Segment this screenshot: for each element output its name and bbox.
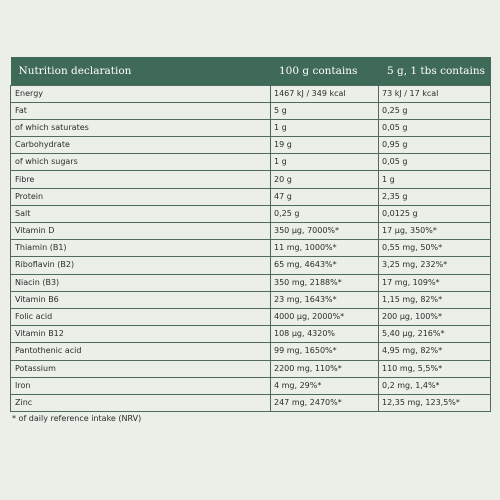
table-row: Vitamin D 350 μg, 7000%* 17 μg, 350%* xyxy=(10,221,491,241)
value-per-serving: 73 kJ / 17 kcal xyxy=(378,84,491,103)
value-per-100g: 99 mg, 1650%* xyxy=(270,342,379,361)
table-row: Protein 47 g 2,35 g xyxy=(10,187,491,206)
value-per-100g: 247 mg, 2470%* xyxy=(270,393,379,413)
nutrient-name: of which saturates xyxy=(10,118,271,138)
header-per-100g: 100 g contains xyxy=(270,57,379,85)
value-per-serving: 0,95 g xyxy=(378,136,491,155)
table-row: of which saturates 1 g 0,05 g xyxy=(10,118,491,138)
table-row: Riboflavin (B2) 65 mg, 4643%* 3,25 mg, 232… xyxy=(10,256,491,275)
nutrient-name: Energy xyxy=(10,84,271,103)
value-per-100g: 1 g xyxy=(270,118,379,138)
value-per-serving: 3,25 mg, 232%* xyxy=(378,256,491,275)
value-per-serving: 0,55 mg, 50%* xyxy=(378,239,491,258)
value-per-100g: 65 mg, 4643%* xyxy=(270,256,379,275)
value-per-100g: 1467 kJ / 349 kcal xyxy=(270,84,379,103)
table-row: Vitamin B12 108 μg, 4320% 5,40 μg, 216%* xyxy=(10,325,491,344)
value-per-100g: 47 g xyxy=(270,187,379,206)
nutrient-name: Niacin (B3) xyxy=(10,273,271,292)
value-per-serving: 4,95 mg, 82%* xyxy=(378,342,491,361)
header-row: Nutrition declaration 100 g contains 5 g… xyxy=(10,57,491,85)
value-per-100g: 1 g xyxy=(270,153,379,172)
nutrient-name: Fat xyxy=(10,101,271,120)
nutrition-table-container: Nutrition declaration 100 g contains 5 g… xyxy=(10,57,491,413)
nutrient-name: Thiamin (B1) xyxy=(10,239,271,258)
table-header: Nutrition declaration 100 g contains 5 g… xyxy=(10,57,491,85)
table-row: Folic acid 4000 μg, 2000%* 200 μg, 100%* xyxy=(10,307,491,327)
nutrient-name: Vitamin B6 xyxy=(10,290,271,309)
table-row: Zinc 247 mg, 2470%* 12,35 mg, 123,5%* xyxy=(10,393,491,413)
value-per-100g: 4 mg, 29%* xyxy=(270,376,379,395)
table-row: Potassium 2200 mg, 110%* 110 mg, 5,5%* xyxy=(10,359,491,378)
nutrient-name: Carbohydrate xyxy=(10,136,271,155)
value-per-serving: 0,05 g xyxy=(378,118,491,138)
value-per-100g: 11 mg, 1000%* xyxy=(270,239,379,258)
header-nutrition-declaration: Nutrition declaration xyxy=(10,57,271,85)
value-per-serving: 0,05 g xyxy=(378,153,491,172)
value-per-100g: 108 μg, 4320% xyxy=(270,325,379,344)
value-per-serving: 110 mg, 5,5%* xyxy=(378,359,491,378)
nutrient-name: Protein xyxy=(10,187,271,206)
nutrient-name: Zinc xyxy=(10,393,271,413)
table-row: Fat 5 g 0,25 g xyxy=(10,101,491,120)
value-per-100g: 4000 μg, 2000%* xyxy=(270,307,379,327)
nutrient-name: Pantothenic acid xyxy=(10,342,271,361)
value-per-100g: 23 mg, 1643%* xyxy=(270,290,379,309)
value-per-serving: 0,2 mg, 1,4%* xyxy=(378,376,491,395)
value-per-serving: 200 μg, 100%* xyxy=(378,307,491,327)
table-row: Vitamin B6 23 mg, 1643%* 1,15 mg, 82%* xyxy=(10,290,491,309)
nutrient-name: Folic acid xyxy=(10,307,271,327)
nutrient-name: Fibre xyxy=(10,170,271,189)
value-per-serving: 1,15 mg, 82%* xyxy=(378,290,491,309)
table-row: Salt 0,25 g 0,0125 g xyxy=(10,204,491,224)
value-per-100g: 350 mg, 2188%* xyxy=(270,273,379,292)
header-per-5g: 5 g, 1 tbs contains xyxy=(378,57,491,85)
nutrient-name: Potassium xyxy=(10,359,271,378)
table-row: Niacin (B3) 350 mg, 2188%* 17 mg, 109%* xyxy=(10,273,491,292)
nutrient-name: Vitamin B12 xyxy=(10,325,271,344)
table-row: Pantothenic acid 99 mg, 1650%* 4,95 mg, 82… xyxy=(10,342,491,361)
value-per-100g: 19 g xyxy=(270,136,379,155)
value-per-serving: 0,25 g xyxy=(378,101,491,120)
value-per-100g: 350 μg, 7000%* xyxy=(270,221,379,241)
value-per-100g: 0,25 g xyxy=(270,204,379,224)
nutrient-name: Riboflavin (B2) xyxy=(10,256,271,275)
value-per-serving: 2,35 g xyxy=(378,187,491,206)
nutrition-table: Nutrition declaration 100 g contains 5 g… xyxy=(10,57,491,413)
value-per-serving: 5,40 μg, 216%* xyxy=(378,325,491,344)
table-row: Energy 1467 kJ / 349 kcal 73 kJ / 17 kcal xyxy=(10,84,491,103)
value-per-serving: 17 μg, 350%* xyxy=(378,221,491,241)
value-per-100g: 2200 mg, 110%* xyxy=(270,359,379,378)
table-row: Iron 4 mg, 29%* 0,2 mg, 1,4%* xyxy=(10,376,491,395)
table-body: Energy 1467 kJ / 349 kcal 73 kJ / 17 kcal F… xyxy=(10,84,491,413)
value-per-100g: 20 g xyxy=(270,170,379,189)
table-row: Thiamin (B1) 11 mg, 1000%* 0,55 mg, 50%* xyxy=(10,239,491,258)
value-per-100g: 5 g xyxy=(270,101,379,120)
table-row: Carbohydrate 19 g 0,95 g xyxy=(10,136,491,155)
value-per-serving: 0,0125 g xyxy=(378,204,491,224)
nutrient-name: Salt xyxy=(10,204,271,224)
nutrient-name: of which sugars xyxy=(10,153,271,172)
value-per-serving: 17 mg, 109%* xyxy=(378,273,491,292)
table-row: of which sugars 1 g 0,05 g xyxy=(10,153,491,172)
value-per-serving: 1 g xyxy=(378,170,491,189)
nutrient-name: Iron xyxy=(10,376,271,395)
nutrient-name: Vitamin D xyxy=(10,221,271,241)
value-per-serving: 12,35 mg, 123,5%* xyxy=(378,393,491,413)
footnote: * of daily reference intake (NRV) xyxy=(12,414,142,423)
